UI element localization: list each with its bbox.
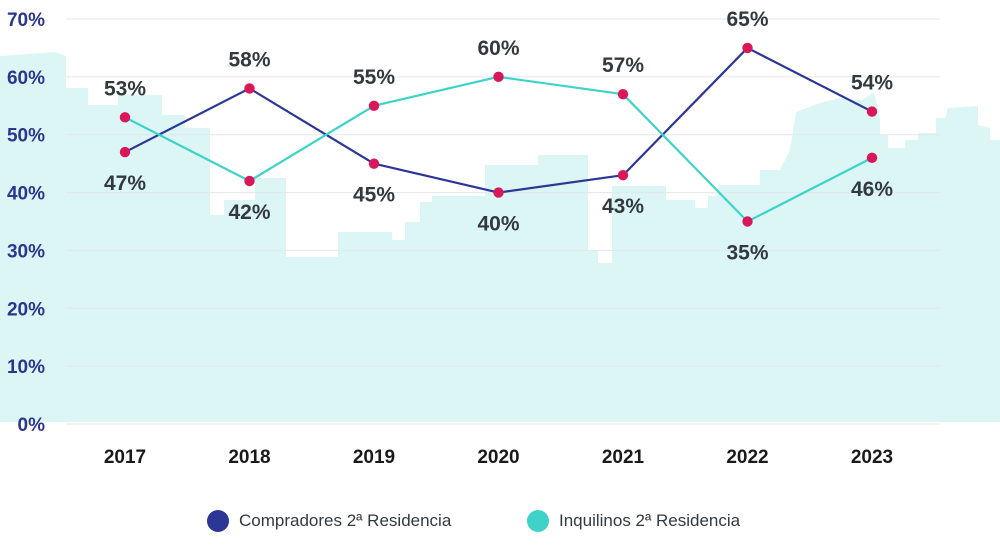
y-tick-label: 0% [18,415,46,436]
skyline-background [0,52,1000,422]
data-label-compradores: 65% [726,8,768,31]
data-point-inquilinos [742,216,753,227]
data-label-inquilinos: 35% [726,242,768,265]
y-tick-label: 20% [7,299,45,320]
legend-marker-compradores [207,510,229,532]
data-point-compradores [119,146,131,158]
x-tick-label: 2022 [726,447,768,468]
legend-item-inquilinos[interactable]: Inquilinos 2ª Residencia [527,510,740,532]
legend-item-compradores[interactable]: Compradores 2ª Residencia [207,510,451,532]
x-tick-label: 2021 [602,447,645,468]
legend-label-compradores: Compradores 2ª Residencia [239,511,452,530]
data-point-compradores [493,187,504,198]
y-axis: 0% 10% 20% 30% 40% 50% 60% 70% [7,10,45,436]
x-tick-label: 2018 [228,447,270,468]
y-tick-label: 70% [7,10,45,31]
data-point-compradores [742,42,753,54]
data-point-compradores [244,83,255,94]
y-tick-label: 50% [7,126,45,147]
data-point-inquilinos [493,71,504,83]
data-point-inquilinos [617,89,629,100]
x-tick-label: 2020 [477,447,519,468]
data-point-compradores [368,158,380,169]
x-tick-label: 2019 [353,447,395,468]
data-label-compradores: 47% [104,172,146,195]
data-label-compradores: 58% [228,48,270,71]
data-label-compradores: 45% [353,184,395,207]
legend-label-inquilinos: Inquilinos 2ª Residencia [559,511,741,530]
data-point-inquilinos [119,112,131,123]
y-tick-label: 30% [7,241,45,262]
data-label-inquilinos: 55% [353,66,395,89]
data-point-inquilinos [866,152,878,164]
data-label-compradores: 54% [851,72,893,95]
y-tick-label: 60% [7,68,45,89]
data-label-compradores: 40% [477,213,519,236]
data-label-inquilinos: 57% [602,54,644,77]
data-point-inquilinos [368,100,380,111]
x-tick-label: 2023 [851,447,893,468]
data-label-inquilinos: 42% [228,201,270,224]
data-label-inquilinos: 60% [477,37,519,60]
series-layer: 47% 58% 45% 40% 43% 65% 54% 53% 42% 55% 60% 57% 35% 4… [104,8,893,265]
y-tick-label: 40% [7,184,45,205]
data-point-inquilinos [244,175,255,187]
data-point-compradores [866,106,878,117]
line-chart: 0% 10% 20% 30% 40% 50% 60% 70% 2017 2018 2019 2020… [0,8,1000,468]
data-label-inquilinos: 46% [851,178,893,201]
data-label-inquilinos: 53% [104,77,146,100]
x-tick-label: 2017 [104,447,146,468]
data-point-compradores [617,170,629,181]
y-tick-label: 10% [7,357,45,378]
data-label-compradores: 43% [602,195,644,218]
x-axis: 2017 2018 2019 2020 2021 2022 2023 [104,447,893,468]
legend-marker-inquilinos [527,510,549,532]
legend: Compradores 2ª Residencia Inquilinos 2ª … [0,510,1000,540]
